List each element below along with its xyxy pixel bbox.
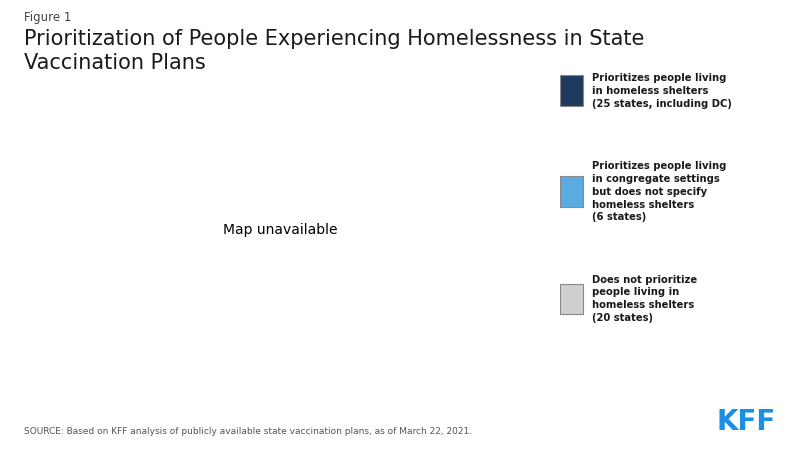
Text: Figure 1: Figure 1 <box>24 11 71 24</box>
Text: SOURCE: Based on KFF analysis of publicly available state vaccination plans, as : SOURCE: Based on KFF analysis of publicl… <box>24 428 472 436</box>
Text: Prioritizes people living
in congregate settings
but does not specify
homeless s: Prioritizes people living in congregate … <box>593 161 727 222</box>
Text: KFF: KFF <box>717 409 776 436</box>
Text: Prioritization of People Experiencing Homelessness in State
Vaccination Plans: Prioritization of People Experiencing Ho… <box>24 29 644 73</box>
Text: Does not prioritize
people living in
homeless shelters
(20 states): Does not prioritize people living in hom… <box>593 274 698 323</box>
Bar <box>560 176 583 207</box>
Text: Prioritizes people living
in homeless shelters
(25 states, including DC): Prioritizes people living in homeless sh… <box>593 73 732 108</box>
Text: Map unavailable: Map unavailable <box>222 223 338 237</box>
Bar <box>560 284 583 314</box>
Bar <box>560 76 583 106</box>
